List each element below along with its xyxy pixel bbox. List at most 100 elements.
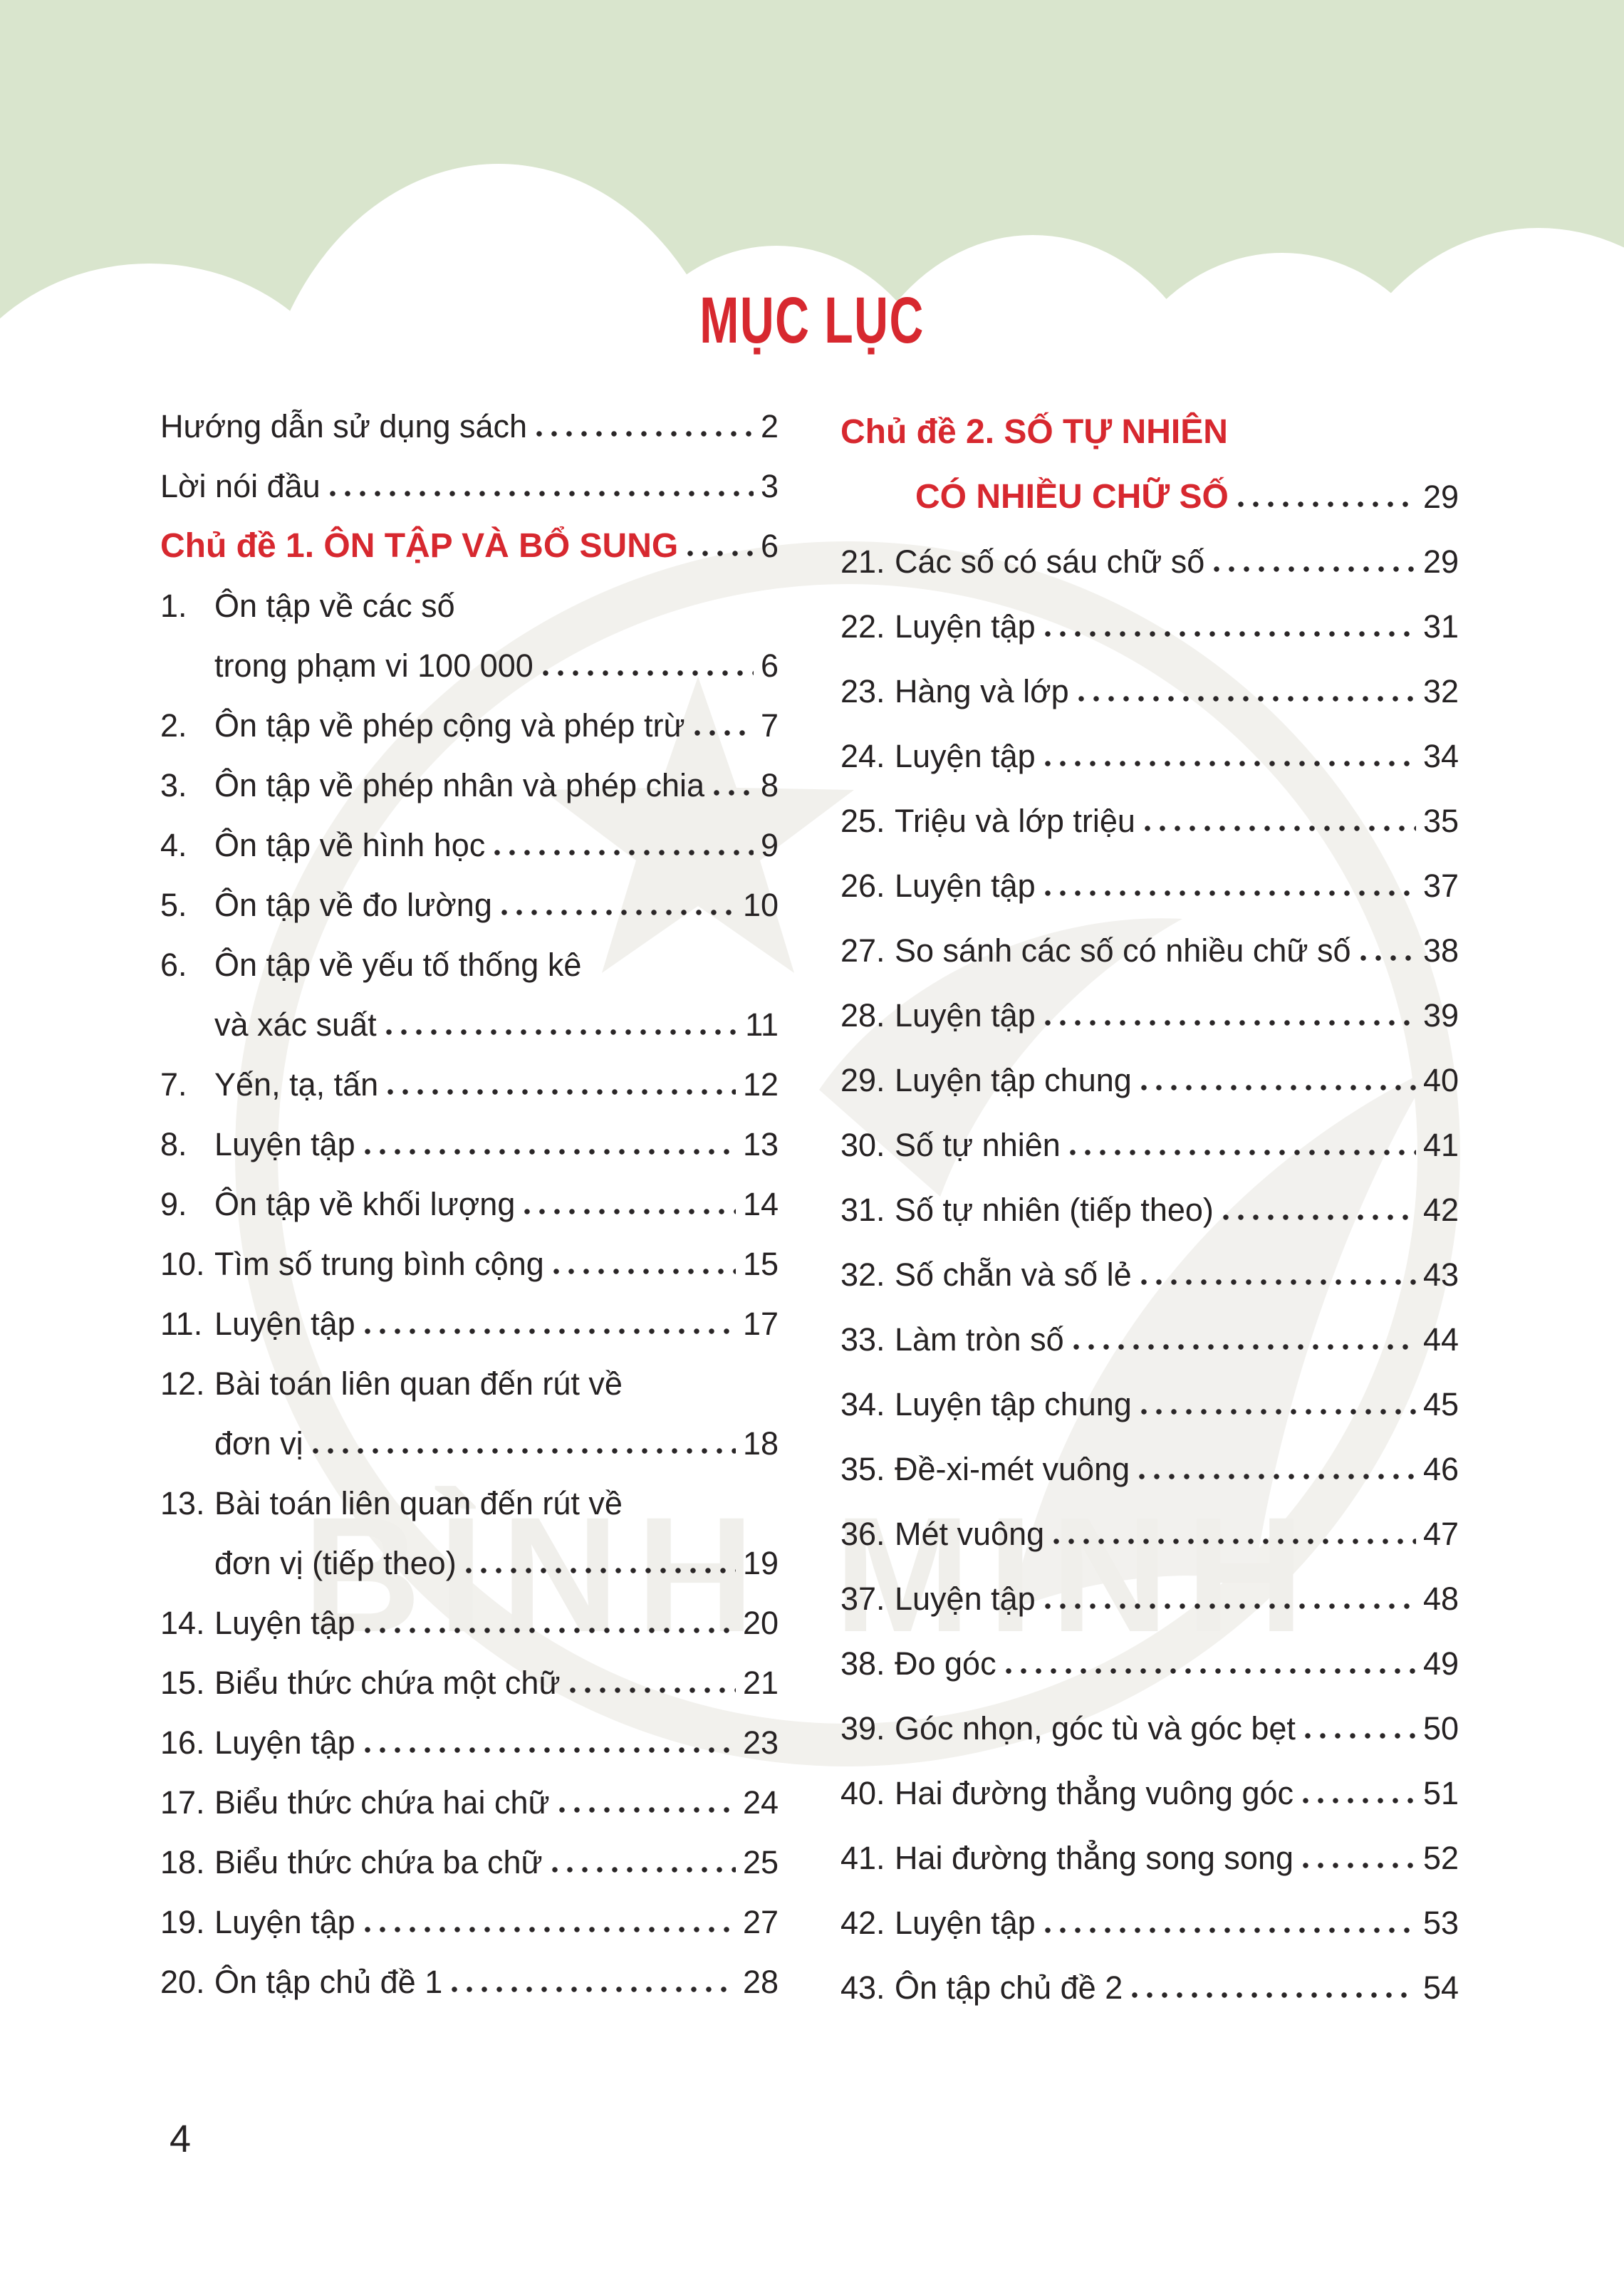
entry-page-number: 7 — [760, 707, 779, 744]
entry-page-number: 47 — [1422, 1516, 1459, 1552]
dot-leader — [363, 1148, 736, 1155]
toc-entry: 38. Đo góc 49 — [840, 1631, 1459, 1696]
entry-page-number: 52 — [1422, 1840, 1459, 1876]
dot-leader — [1043, 890, 1416, 897]
toc-column-right: Chủ đề 2. SỐ TỰ NHIÊN CÓ NHIỀU CHỮ SỐ 29 21… — [840, 400, 1459, 2020]
entry-page-number: 3 — [760, 468, 779, 504]
entry-number: 8. — [160, 1126, 187, 1162]
entry-page-number: 54 — [1422, 1969, 1459, 2006]
toc-entry-continuation: đơn vị 18 — [160, 1414, 779, 1474]
entry-page-number: 17 — [742, 1306, 779, 1342]
dot-leader — [1140, 1084, 1416, 1091]
entry-title: Luyện tập — [895, 997, 1036, 1034]
dot-leader — [558, 1806, 736, 1813]
entry-title: Ôn tập về yếu tố thống kê — [214, 947, 582, 983]
entry-title: Số chẵn và số lẻ — [895, 1256, 1132, 1293]
entry-title: Số tự nhiên — [895, 1127, 1061, 1163]
toc-entry: 29. Luyện tập chung 40 — [840, 1048, 1459, 1113]
entry-title: Luyện tập — [214, 1306, 355, 1342]
chapter-2-heading: Chủ đề 2. SỐ TỰ NHIÊN — [840, 400, 1459, 464]
entry-number: 22. — [840, 608, 885, 645]
watermark-ring — [235, 541, 1460, 1766]
header-cloud-art — [0, 0, 1624, 399]
entry-page-number: 18 — [742, 1425, 779, 1462]
entry-number: 26. — [840, 868, 885, 904]
dot-leader — [1302, 1862, 1416, 1869]
entry-page-number: 34 — [1422, 738, 1459, 774]
dot-leader — [1131, 1992, 1416, 1999]
dot-leader — [713, 789, 754, 796]
entry-title: Bài toán liên quan đến rút về — [214, 1485, 623, 1521]
dot-leader — [1302, 1797, 1416, 1804]
entry-page-number: 2 — [760, 408, 779, 444]
toc-column-left: Hướng dẫn sử dụng sách 2 Lời nói đầu 3 Chủ đ… — [160, 397, 779, 2020]
dot-leader — [1004, 1667, 1416, 1675]
toc-entry: 3. Ôn tập về phép nhân và phép chia 8 — [160, 756, 779, 816]
entry-number: 13. — [160, 1485, 205, 1521]
dot-leader — [1138, 1473, 1416, 1480]
entry-page-number: 38 — [1422, 932, 1459, 969]
entry-page-number: 46 — [1422, 1451, 1459, 1487]
entry-title: Biểu thức chứa ba chữ — [214, 1844, 543, 1880]
entry-number: 12. — [160, 1365, 205, 1402]
entry-page-number: 9 — [760, 827, 779, 863]
entry-page-number: 45 — [1422, 1386, 1459, 1422]
entry-title: Ôn tập về hình học — [214, 827, 486, 863]
toc-entry: 37. Luyện tập 48 — [840, 1566, 1459, 1631]
entry-number: 39. — [840, 1710, 885, 1747]
entry-number: 40. — [840, 1775, 885, 1811]
entry-page-number: 53 — [1422, 1905, 1459, 1941]
entry-number: 28. — [840, 997, 885, 1034]
toc-entry-continuation: và xác suất 11 — [160, 995, 779, 1055]
entry-title: Luyện tập — [895, 1905, 1036, 1941]
toc-entry: 16. Luyện tập 23 — [160, 1713, 779, 1773]
toc-entry: 11. Luyện tập 17 — [160, 1294, 779, 1354]
entry-page-number: 39 — [1422, 997, 1459, 1034]
entry-number: 37. — [840, 1581, 885, 1617]
entry-title: Luyện tập — [895, 608, 1036, 645]
entry-title: Góc nhọn, góc tù và góc bẹt — [895, 1710, 1296, 1747]
entry-number: 33. — [840, 1321, 885, 1358]
entry-page-number: 19 — [742, 1545, 779, 1581]
toc-columns: Hướng dẫn sử dụng sách 2 Lời nói đầu 3 Chủ đ… — [160, 397, 1459, 2020]
entry-title: Yến, tạ, tấn — [214, 1066, 379, 1103]
entry-title: Hướng dẫn sử dụng sách — [160, 408, 528, 444]
toc-entry: 2. Ôn tập về phép cộng và phép trừ 7 — [160, 696, 779, 756]
entry-title: Luyện tập — [895, 868, 1036, 904]
dot-leader — [1359, 954, 1416, 962]
dot-leader — [1077, 695, 1416, 702]
entry-title: Đề-xi-mét vuông — [895, 1451, 1130, 1487]
toc-entry-continuation: trong phạm vi 100 000 6 — [160, 636, 779, 696]
dot-leader — [1237, 501, 1416, 508]
entry-page-number: 25 — [742, 1844, 779, 1880]
watermark-text: BÌNH MINH — [303, 1483, 1321, 1666]
toc-entry: 17. Biểu thức chứa hai chữ 24 — [160, 1773, 779, 1833]
dot-leader — [1072, 1343, 1416, 1350]
toc-entry: 28. Luyện tập 39 — [840, 983, 1459, 1048]
dot-leader — [1043, 1019, 1416, 1026]
watermark-star — [542, 677, 854, 973]
toc-entry: 14. Luyện tập 20 — [160, 1593, 779, 1653]
toc-entry: 39. Góc nhọn, góc tù và góc bẹt 50 — [840, 1696, 1459, 1761]
entry-number: 41. — [840, 1840, 885, 1876]
toc-entry: 19. Luyện tập 27 — [160, 1893, 779, 1952]
entry-page-number: 6 — [760, 647, 779, 684]
dot-leader — [1053, 1538, 1416, 1545]
entry-title: Làm tròn số — [895, 1321, 1064, 1358]
toc-entry: 1. Ôn tập về các số — [160, 576, 779, 636]
toc-entry: 25. Triệu và lớp triệu 35 — [840, 788, 1459, 853]
entry-page-number: 29 — [1422, 543, 1459, 580]
chapter-2-heading-line2: CÓ NHIỀU CHỮ SỐ 29 — [840, 464, 1459, 529]
entry-number: 21. — [840, 543, 885, 580]
toc-entry: 10. Tìm số trung bình cộng 15 — [160, 1234, 779, 1294]
dot-leader — [387, 1088, 736, 1095]
dot-leader — [311, 1447, 736, 1454]
entry-number: 38. — [840, 1645, 885, 1682]
toc-entry: 9. Ôn tập về khối lượng 14 — [160, 1175, 779, 1234]
dot-leader — [1222, 1214, 1416, 1221]
dot-leader — [552, 1268, 736, 1275]
toc-entry: 12. Bài toán liên quan đến rút về — [160, 1354, 779, 1414]
toc-entry: 15. Biểu thức chứa một chữ 21 — [160, 1653, 779, 1713]
toc-entry: 43. Ôn tập chủ đề 2 54 — [840, 1955, 1459, 2020]
